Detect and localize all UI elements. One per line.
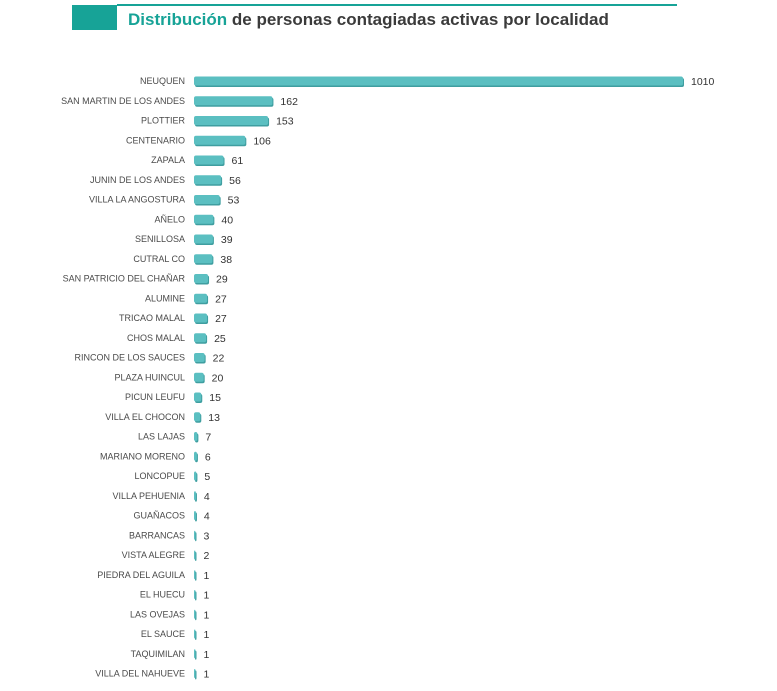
value-label: 39	[221, 234, 233, 246]
bar	[194, 135, 246, 145]
value-label: 38	[220, 254, 232, 266]
bar	[194, 333, 207, 343]
value-label: 1010	[691, 76, 715, 88]
bar	[194, 451, 197, 461]
category-label: CENTENARIO	[126, 135, 185, 145]
bar	[194, 155, 224, 165]
bar	[194, 214, 214, 224]
category-label: VILLA PEHUENIA	[112, 491, 185, 501]
chart-title-rest: de personas contagiadas activas por loca…	[227, 10, 609, 29]
category-label: VILLA DEL NAHUEVE	[95, 669, 185, 679]
value-label: 1	[204, 669, 210, 681]
bar	[194, 491, 196, 501]
header-rule	[117, 4, 677, 6]
category-label: EL HUECU	[140, 590, 185, 600]
category-label: RINCON DE LOS SAUCES	[74, 353, 185, 363]
category-label: GUAÑACOS	[133, 511, 185, 521]
value-label: 1	[204, 590, 210, 602]
category-label: VILLA EL CHOCON	[105, 412, 185, 422]
category-label: VILLA LA ANGOSTURA	[89, 195, 185, 205]
value-label: 153	[276, 116, 294, 128]
bar	[194, 432, 198, 441]
value-label: 61	[232, 155, 244, 167]
value-label: 15	[209, 392, 221, 404]
category-label: TRICAO MALAL	[119, 313, 185, 323]
value-label: 13	[208, 412, 220, 424]
category-label: NEUQUEN	[140, 76, 185, 86]
bar	[194, 96, 273, 106]
value-label: 20	[212, 372, 224, 384]
value-label: 4	[204, 491, 210, 503]
bar	[194, 372, 204, 382]
bar	[194, 353, 205, 362]
value-label: 106	[253, 135, 271, 147]
category-label: BARRANCAS	[129, 530, 185, 540]
value-label: 1	[204, 649, 210, 661]
chart-title: Distribución de personas contagiadas act…	[128, 10, 609, 30]
bar	[194, 412, 201, 422]
bar	[194, 550, 196, 560]
bar	[194, 234, 213, 244]
bar	[194, 590, 196, 599]
value-label: 1	[204, 570, 210, 582]
category-label: PICUN LEUFU	[125, 392, 185, 402]
bar	[194, 293, 208, 303]
category-label: TAQUIMILAN	[131, 649, 185, 659]
bar	[194, 313, 208, 323]
value-label: 22	[213, 353, 225, 365]
category-label: CUTRAL CO	[133, 254, 185, 264]
bar	[194, 629, 196, 639]
header-accent-block	[72, 5, 117, 30]
category-label: PIEDRA DEL AGUILA	[97, 570, 185, 580]
value-label: 56	[229, 175, 241, 187]
value-label: 53	[228, 195, 240, 207]
value-label: 6	[205, 451, 211, 463]
category-label: LAS LAJAS	[138, 432, 185, 442]
value-label: 1	[204, 609, 210, 621]
value-label: 4	[204, 511, 210, 523]
bar	[194, 274, 209, 283]
bar	[194, 392, 202, 402]
value-label: 25	[214, 333, 226, 345]
bar	[194, 471, 197, 481]
value-label: 40	[221, 214, 233, 226]
value-label: 1	[204, 629, 210, 641]
category-label: AÑELO	[154, 214, 185, 224]
value-label: 5	[204, 471, 210, 483]
bar	[194, 195, 220, 204]
bar	[194, 76, 683, 86]
value-label: 3	[204, 530, 210, 542]
value-label: 29	[216, 274, 228, 286]
category-label: JUNIN DE LOS ANDES	[90, 175, 185, 185]
bar	[194, 175, 222, 185]
category-label: EL SAUCE	[141, 629, 185, 639]
category-label: PLOTTIER	[141, 116, 186, 126]
category-label: CHOS MALAL	[127, 333, 185, 343]
category-label: ALUMINE	[145, 293, 185, 303]
bar	[194, 609, 196, 619]
category-label: ZAPALA	[151, 155, 185, 165]
bar	[194, 570, 196, 580]
category-label: VISTA ALEGRE	[122, 550, 185, 560]
chart-title-accent: Distribución	[128, 10, 228, 29]
value-label: 27	[215, 293, 227, 305]
bar	[194, 530, 196, 540]
value-label: 7	[205, 432, 211, 444]
category-label: PLAZA HUINCUL	[114, 372, 185, 382]
category-label: MARIANO MORENO	[100, 451, 185, 461]
category-label: LAS OVEJAS	[130, 609, 185, 619]
category-label: SAN MARTIN DE LOS ANDES	[61, 96, 185, 106]
bar	[194, 116, 269, 125]
bar	[194, 669, 196, 678]
category-label: SAN PATRICIO DEL CHAÑAR	[63, 274, 186, 284]
bar	[194, 511, 196, 520]
bar	[194, 254, 213, 264]
category-label: LONCOPUE	[134, 471, 185, 481]
value-label: 2	[204, 550, 210, 562]
value-label: 162	[280, 96, 298, 108]
value-label: 27	[215, 313, 227, 325]
bar	[194, 649, 196, 659]
category-label: SENILLOSA	[135, 234, 185, 244]
